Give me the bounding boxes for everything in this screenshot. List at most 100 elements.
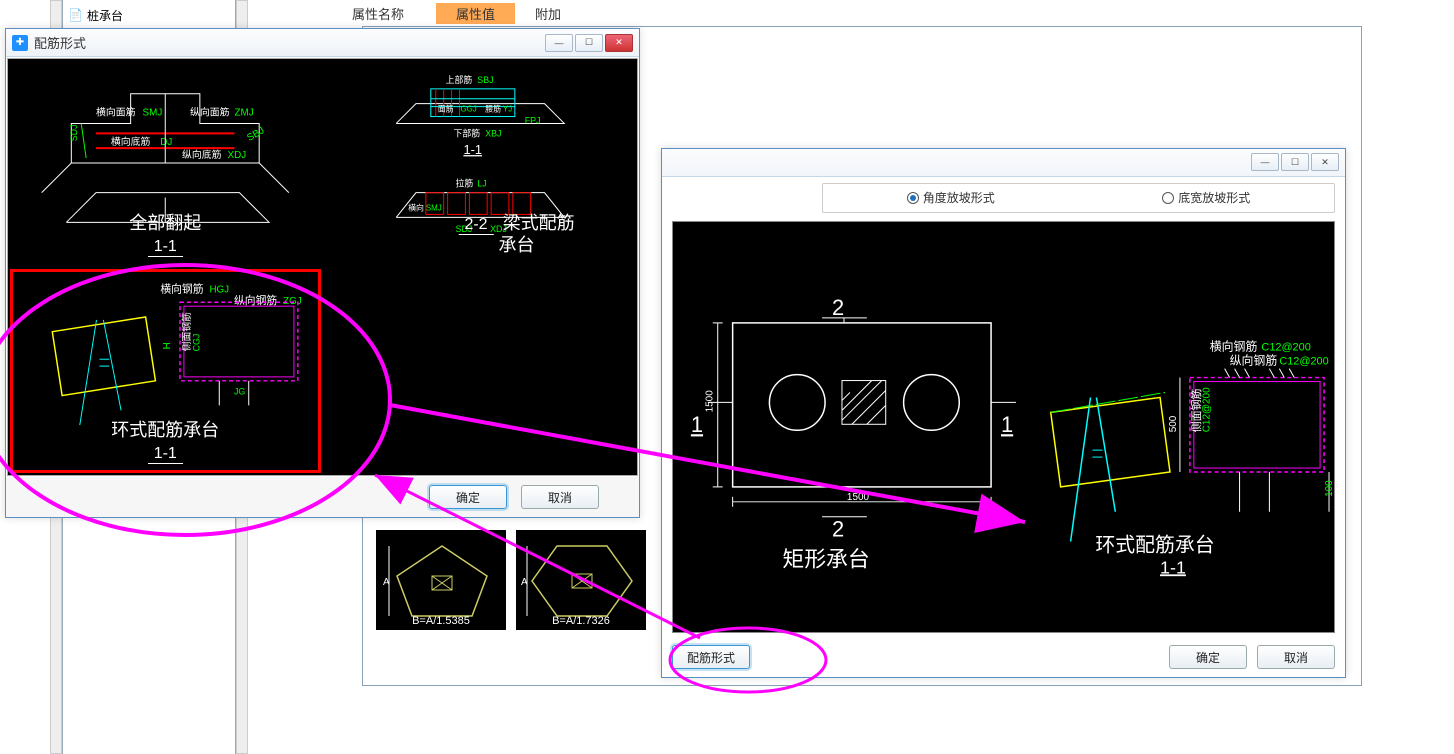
svg-text:SBJ: SBJ: [477, 75, 493, 85]
svg-text:SMJ: SMJ: [425, 203, 441, 212]
svg-text:2: 2: [832, 295, 844, 320]
svg-text:腰筋: 腰筋: [485, 104, 501, 114]
tree-item-label: 桩承台: [87, 7, 123, 24]
svg-text:LJ: LJ: [477, 179, 486, 189]
rebar-thumb-2[interactable]: 上部筋 SBJ 面筋 GGJ 腰筋 YJ FPJ 下部筋 XBJ 1-1: [325, 61, 636, 265]
titlebar-right[interactable]: — ☐ ✕: [662, 149, 1345, 177]
preview-dialog: — ☐ ✕ 角度放坡形式 底宽放坡形式: [661, 148, 1346, 678]
svg-text:HGJ: HGJ: [209, 284, 229, 295]
preview-bottom-row: 配筋形式 确定 取消: [662, 637, 1345, 677]
svg-text:侧面钢筋: 侧面钢筋: [1189, 388, 1203, 432]
svg-text:C12@200: C12@200: [1261, 341, 1310, 353]
svg-text:横向面筋: 横向面筋: [96, 106, 136, 119]
svg-text:H: H: [162, 342, 173, 349]
rebar-thumb-1[interactable]: 横向面筋 SMJ 纵向面筋 ZMJ 横向底筋 DJ 纵向底筋 XDJ SBJ S…: [10, 61, 321, 265]
svg-text:XDJ: XDJ: [228, 150, 247, 161]
maximize-button[interactable]: ☐: [575, 34, 603, 52]
slope-mode-group: 角度放坡形式 底宽放坡形式: [822, 183, 1335, 213]
rebar-thumb-4[interactable]: [325, 269, 636, 473]
svg-text:CGJ: CGJ: [192, 334, 202, 352]
shape-thumb-1[interactable]: A B=A/1.5385: [376, 530, 506, 630]
cancel-button[interactable]: 取消: [1257, 645, 1335, 669]
app-icon: ✚: [12, 35, 28, 51]
thumb1-caption: 全部翻起: [129, 213, 201, 235]
rebar-type-button[interactable]: 配筋形式: [672, 645, 750, 669]
svg-text:纵向钢筋: 纵向钢筋: [234, 293, 277, 307]
radio-width[interactable]: 底宽放坡形式: [1162, 189, 1250, 206]
svg-text:纵向底筋: 纵向底筋: [182, 148, 222, 161]
attr-extra-header: 附加: [535, 4, 561, 23]
svg-text:YJ: YJ: [502, 105, 511, 114]
svg-text:SDJ: SDJ: [69, 124, 79, 141]
minimize-button[interactable]: —: [1251, 153, 1279, 171]
svg-text:环式配筋承台: 环式配筋承台: [1095, 534, 1214, 556]
svg-text:横向钢筋: 横向钢筋: [160, 281, 203, 295]
svg-text:SBJ: SBJ: [245, 125, 266, 144]
radio-icon: [907, 192, 919, 204]
radio-angle-label: 角度放坡形式: [923, 189, 995, 206]
svg-text:FPJ: FPJ: [524, 115, 540, 125]
document-icon: 📄: [68, 8, 83, 22]
cad-preview-svg: 2 2 1 1 1500 1500 矩形承台: [673, 222, 1334, 633]
svg-text:1: 1: [691, 412, 703, 437]
radio-width-label: 底宽放坡形式: [1178, 189, 1250, 206]
svg-text:1500: 1500: [847, 492, 870, 503]
svg-text:面筋: 面筋: [437, 104, 453, 114]
thumb3-sub: 1-1: [148, 444, 183, 464]
close-button[interactable]: ✕: [605, 34, 633, 52]
svg-text:ZMJ: ZMJ: [234, 108, 253, 119]
svg-text:横向钢筋: 横向钢筋: [1210, 339, 1258, 353]
rebar-type-dialog: ✚ 配筋形式 — ☐ ✕ 横向面筋 SMJ 纵向面筋 ZMJ 横向底筋 DJ 纵…: [5, 28, 640, 518]
rebar-thumb-3[interactable]: 横向钢筋 HGJ 纵向钢筋 ZGJ 侧面钢筋 CGJ H JG: [10, 269, 321, 473]
ok-button[interactable]: 确定: [1169, 645, 1247, 669]
attr-value-header: 属性值: [436, 3, 515, 24]
svg-text:横向: 横向: [408, 202, 424, 212]
svg-text:1-1: 1-1: [1160, 557, 1186, 577]
thumb1-sub: 1-1: [148, 237, 183, 257]
attribute-header: 属性名称 属性值 附加: [340, 2, 1240, 24]
ratio-label-2: B=A/1.7326: [552, 615, 610, 627]
svg-text:横向底筋: 横向底筋: [111, 135, 151, 148]
svg-text:纵向面筋: 纵向面筋: [190, 106, 230, 119]
ratio-label-1: B=A/1.5385: [412, 615, 470, 627]
radio-icon: [1162, 192, 1174, 204]
svg-text:A: A: [383, 577, 390, 588]
svg-text:2: 2: [832, 516, 844, 541]
maximize-button[interactable]: ☐: [1281, 153, 1309, 171]
svg-text:C12@200: C12@200: [1202, 387, 1213, 432]
svg-text:500: 500: [1168, 415, 1179, 432]
shape-thumb-2[interactable]: A B=A/1.7326: [516, 530, 646, 630]
thumb3-caption: 环式配筋承台: [111, 420, 219, 442]
radio-angle[interactable]: 角度放坡形式: [907, 189, 995, 206]
dialog-title: 配筋形式: [34, 33, 539, 52]
preview-canvas: 2 2 1 1 1500 1500 矩形承台: [672, 221, 1335, 634]
thumb2-caption: 梁式配筋承台: [499, 213, 575, 255]
svg-text:1-1: 1-1: [463, 142, 482, 157]
svg-text:XBJ: XBJ: [485, 128, 501, 138]
svg-text:DJ: DJ: [160, 137, 172, 148]
svg-text:下部筋: 下部筋: [453, 127, 480, 138]
svg-text:C12@200: C12@200: [1279, 355, 1328, 367]
svg-text:A: A: [521, 577, 528, 588]
svg-text:JG: JG: [234, 387, 245, 397]
svg-text:纵向钢筋: 纵向钢筋: [1230, 353, 1278, 367]
ok-button[interactable]: 确定: [429, 485, 507, 509]
titlebar-left[interactable]: ✚ 配筋形式 — ☐ ✕: [6, 29, 639, 57]
svg-text:SMJ: SMJ: [143, 108, 163, 119]
svg-text:100: 100: [1324, 479, 1334, 496]
close-button[interactable]: ✕: [1311, 153, 1339, 171]
shape-thumbs-row: A B=A/1.5385 A B=A/1.7326: [376, 530, 646, 630]
svg-text:1500: 1500: [705, 389, 716, 412]
svg-text:1: 1: [1001, 412, 1013, 437]
svg-text:矩形承台: 矩形承台: [782, 546, 869, 571]
rebar-thumbs-grid: 横向面筋 SMJ 纵向面筋 ZMJ 横向底筋 DJ 纵向底筋 XDJ SBJ S…: [7, 58, 638, 476]
thumb2-sub: 2-2: [458, 215, 493, 235]
svg-text:GGJ: GGJ: [460, 105, 476, 114]
tree-item[interactable]: 📄 桩承台: [68, 6, 138, 24]
minimize-button[interactable]: —: [545, 34, 573, 52]
cancel-button[interactable]: 取消: [521, 485, 599, 509]
attr-name-header: 属性名称: [340, 4, 416, 23]
svg-text:上部筋: 上部筋: [445, 74, 472, 85]
svg-text:拉筋: 拉筋: [455, 178, 473, 189]
left-dialog-button-row: 确定 取消: [6, 477, 639, 517]
